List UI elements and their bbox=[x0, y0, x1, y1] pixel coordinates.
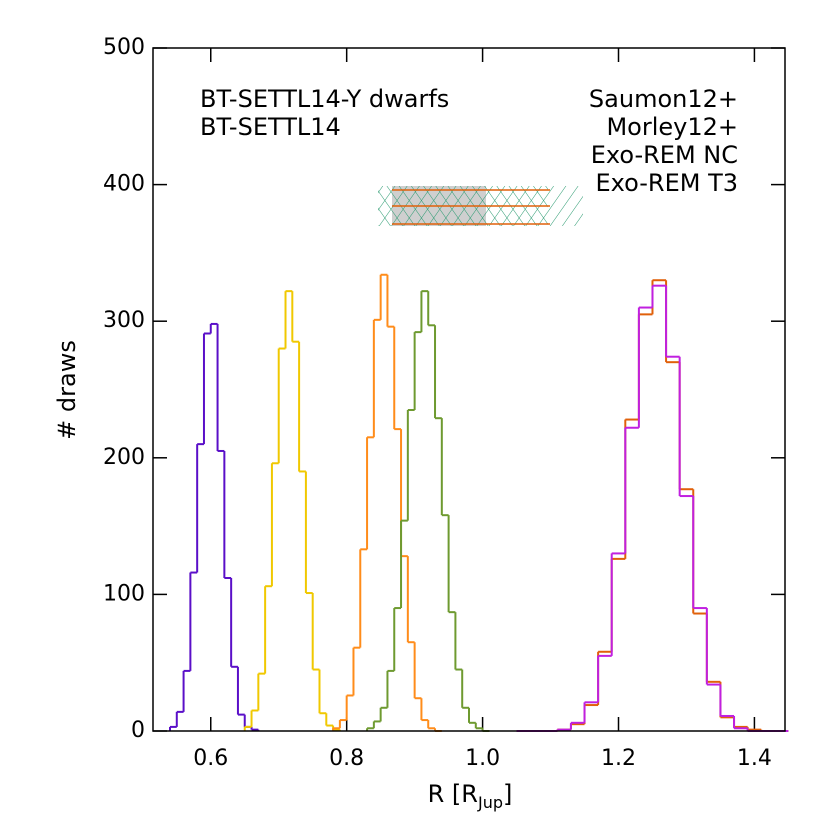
x-tick-label: 1.0 bbox=[465, 746, 500, 771]
x-tick-label: 0.8 bbox=[329, 746, 364, 771]
y-tick-label: 0 bbox=[131, 718, 145, 743]
y-tick-label: 500 bbox=[103, 35, 145, 60]
x-axis-label-sub: Jup bbox=[477, 793, 503, 812]
x-axis-label-part: R [R bbox=[428, 780, 478, 808]
y-tick-label: 400 bbox=[103, 172, 145, 197]
legend-entry: Saumon12+ bbox=[589, 85, 738, 113]
legend-entry: BT-SETTL14-Y dwarfs bbox=[200, 85, 449, 113]
y-tick-label: 100 bbox=[103, 581, 145, 606]
x-tick-label: 1.4 bbox=[737, 746, 772, 771]
legend-entry: Exo-REM T3 bbox=[595, 169, 738, 197]
y-tick-label: 300 bbox=[103, 308, 145, 333]
x-axis-label: R [RJup] bbox=[428, 780, 513, 812]
legend-entry: Exo-REM NC bbox=[591, 141, 738, 169]
x-axis-label-part: ] bbox=[503, 780, 512, 808]
legend-entry: BT-SETTL14 bbox=[200, 113, 341, 141]
y-tick-label: 200 bbox=[103, 445, 145, 470]
x-tick-label: 0.6 bbox=[193, 746, 228, 771]
x-tick-label: 1.2 bbox=[601, 746, 636, 771]
legend-entry: Morley12+ bbox=[606, 113, 738, 141]
plot-frame bbox=[152, 47, 786, 732]
range-boxes bbox=[378, 186, 583, 226]
y-axis-label: # draws bbox=[53, 340, 81, 440]
